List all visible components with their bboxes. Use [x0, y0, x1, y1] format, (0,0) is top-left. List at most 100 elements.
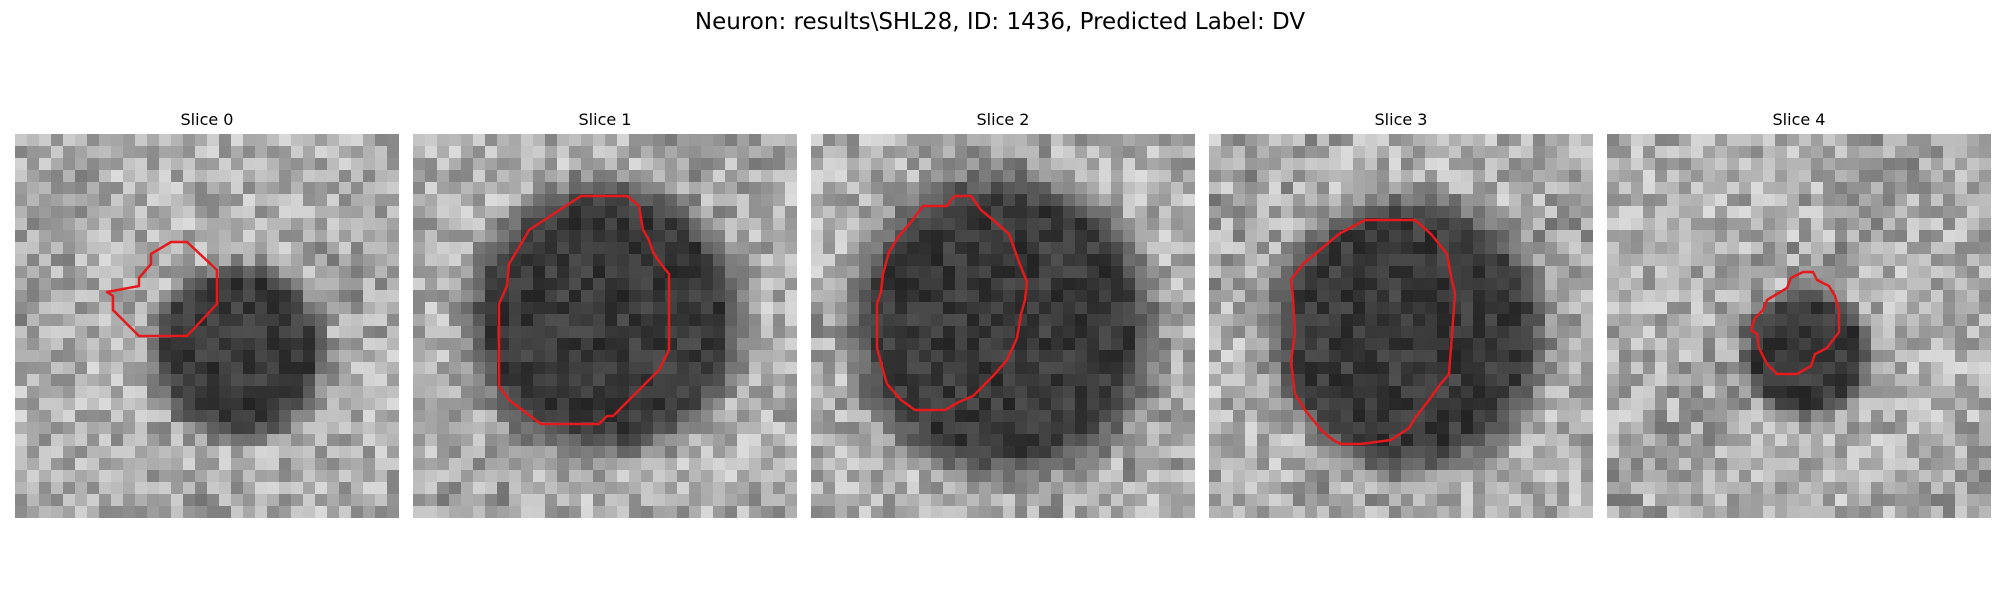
- pixel: [859, 470, 872, 483]
- pixel: [87, 326, 100, 339]
- pixel: [111, 230, 124, 243]
- pixel: [1871, 434, 1884, 447]
- pixel: [1389, 158, 1402, 171]
- pixel: [1607, 254, 1620, 267]
- pixel: [1245, 242, 1258, 255]
- pixel: [785, 158, 797, 171]
- pixel: [859, 482, 872, 495]
- pixel: [195, 410, 208, 423]
- pixel: [785, 278, 797, 291]
- pixel: [1099, 230, 1112, 243]
- pixel: [1329, 494, 1342, 507]
- pixel: [1317, 386, 1330, 399]
- pixel: [1485, 194, 1498, 207]
- pixel: [1123, 506, 1136, 518]
- pixel: [1147, 266, 1160, 279]
- pixel: [1075, 326, 1088, 339]
- pixel: [533, 314, 546, 327]
- pixel: [1943, 398, 1956, 411]
- pixel: [1293, 374, 1306, 387]
- pixel: [545, 194, 558, 207]
- pixel: [1329, 506, 1342, 518]
- pixel: [859, 302, 872, 315]
- pixel: [665, 314, 678, 327]
- pixel: [1763, 242, 1776, 255]
- pixel: [1497, 386, 1510, 399]
- pixel: [183, 494, 196, 507]
- pixel: [1691, 278, 1704, 291]
- pixel: [943, 290, 956, 303]
- pixel: [1027, 458, 1040, 471]
- pixel: [1437, 134, 1450, 147]
- pixel: [1159, 458, 1172, 471]
- pixel: [485, 290, 498, 303]
- pixel: [1377, 422, 1390, 435]
- pixel: [1619, 422, 1632, 435]
- pixel: [123, 206, 136, 219]
- pixel: [1715, 194, 1728, 207]
- pixel: [99, 134, 112, 147]
- pixel: [279, 482, 292, 495]
- pixel: [689, 182, 702, 195]
- pixel: [1015, 218, 1028, 231]
- pixel: [63, 134, 76, 147]
- pixel: [1123, 314, 1136, 327]
- pixel: [351, 494, 364, 507]
- pixel: [207, 446, 220, 459]
- pixel: [1509, 194, 1522, 207]
- pixel: [1075, 230, 1088, 243]
- pixel: [1075, 386, 1088, 399]
- pixel: [641, 278, 654, 291]
- pixel: [1281, 386, 1294, 399]
- pixel: [1389, 326, 1402, 339]
- pixel: [1075, 242, 1088, 255]
- pixel: [545, 182, 558, 195]
- pixel: [1643, 194, 1656, 207]
- slice-image-0: [15, 134, 399, 518]
- pixel: [363, 338, 376, 351]
- pixel: [231, 194, 244, 207]
- pixel: [823, 338, 836, 351]
- pixel: [1341, 206, 1354, 219]
- pixel: [159, 170, 172, 183]
- pixel: [437, 398, 450, 411]
- pixel: [749, 290, 762, 303]
- pixel: [725, 422, 738, 435]
- pixel: [1811, 230, 1824, 243]
- pixel: [689, 410, 702, 423]
- pixel: [171, 266, 184, 279]
- pixel: [51, 422, 64, 435]
- pixel: [1317, 134, 1330, 147]
- pixel: [1751, 170, 1764, 183]
- pixel: [1389, 206, 1402, 219]
- pixel: [919, 362, 932, 375]
- pixel: [1787, 362, 1800, 375]
- pixel: [1317, 350, 1330, 363]
- pixel: [1943, 170, 1956, 183]
- pixel: [871, 158, 884, 171]
- pixel: [207, 338, 220, 351]
- pixel: [1111, 506, 1124, 518]
- pixel: [1557, 218, 1570, 231]
- pixel: [1281, 494, 1294, 507]
- pixel: [1123, 422, 1136, 435]
- pixel: [255, 386, 268, 399]
- pixel: [1691, 386, 1704, 399]
- pixel: [1087, 506, 1100, 518]
- pixel: [737, 482, 750, 495]
- pixel: [135, 146, 148, 159]
- pixel: [1365, 410, 1378, 423]
- pixel: [677, 302, 690, 315]
- pixel: [1437, 206, 1450, 219]
- pixel: [1919, 254, 1932, 267]
- pixel: [1859, 314, 1872, 327]
- pixel: [1545, 446, 1558, 459]
- pixel: [327, 506, 340, 518]
- pixel: [581, 170, 594, 183]
- pixel: [63, 230, 76, 243]
- pixel: [847, 278, 860, 291]
- pixel: [1389, 386, 1402, 399]
- pixel: [1715, 350, 1728, 363]
- pixel: [159, 470, 172, 483]
- pixel: [27, 458, 40, 471]
